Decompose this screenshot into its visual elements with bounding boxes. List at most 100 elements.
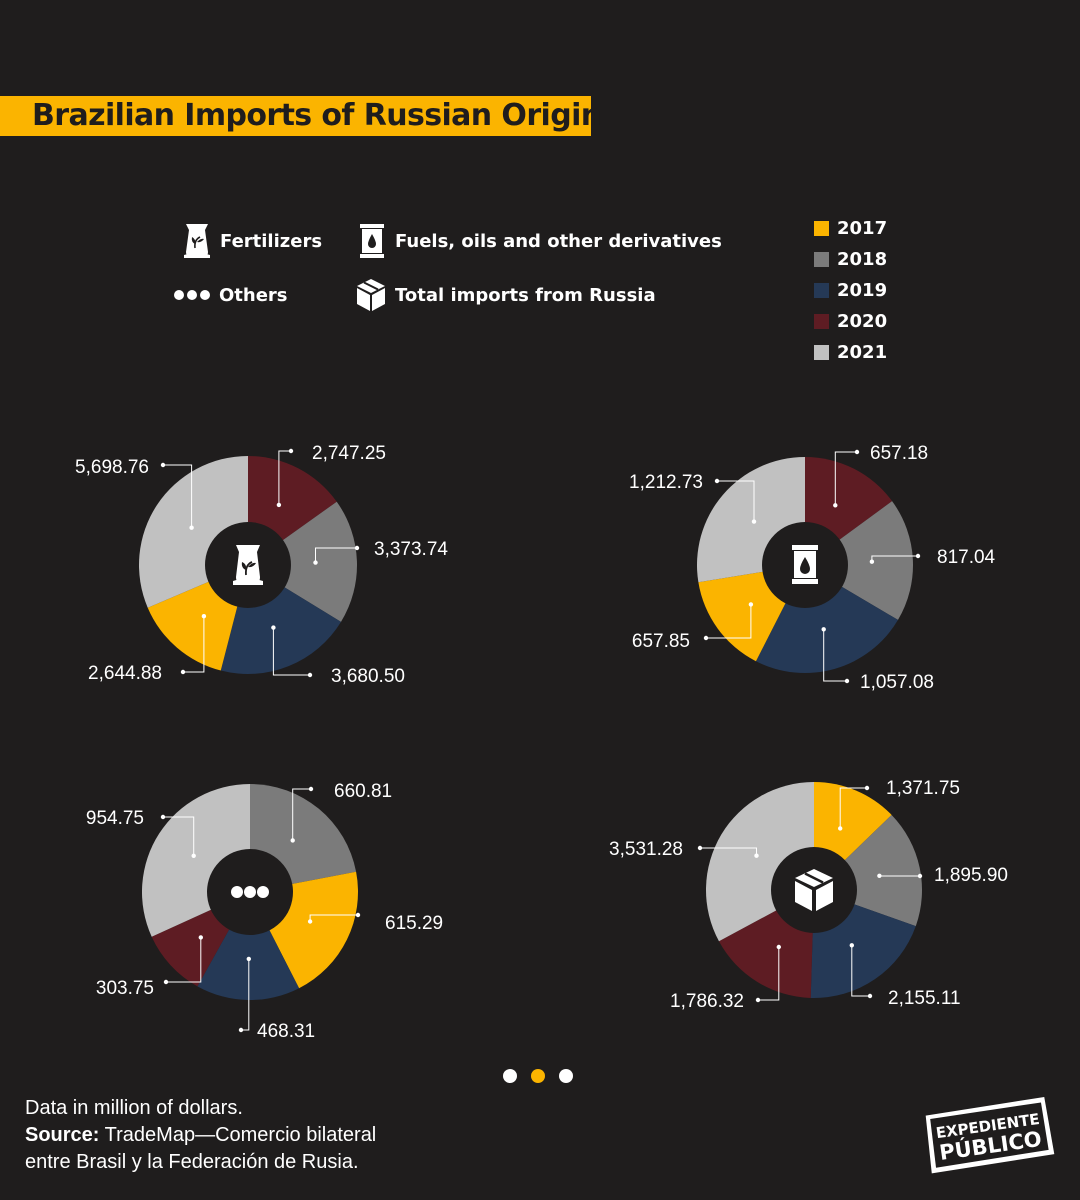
- leader-line-2018: [315, 547, 357, 563]
- source-line-1: TradeMap—Comercio bilateral: [104, 1124, 377, 1146]
- leader-end-dot-2020: [288, 448, 294, 454]
- leader-dot-2017: [201, 614, 207, 619]
- leader-line-2020: [166, 937, 202, 983]
- donut-chart-2: 657.18 817.04 1,057.08 657.85 1,212.73: [629, 443, 996, 693]
- leader-end-dot-2021: [714, 478, 720, 484]
- legend-swatch-2018: [814, 252, 829, 267]
- data-label-2017: 2,644.88: [88, 663, 162, 684]
- leader-dot-2019: [849, 943, 854, 948]
- leader-line-2019: [241, 958, 250, 1031]
- leader-end-dot-2018: [354, 545, 360, 551]
- data-label-2018: 1,895.90: [934, 865, 1008, 886]
- leader-dot-2017: [748, 602, 754, 607]
- leader-end-dot-2017: [864, 785, 870, 791]
- leader-dot-2021: [751, 519, 757, 524]
- leader-dot-2019: [246, 956, 251, 962]
- leader-end-dot-2020: [755, 997, 761, 1003]
- legend-year-label-2021: 2021: [837, 342, 888, 363]
- data-label-2019: 468.31: [257, 1021, 315, 1042]
- dots-icon: [174, 290, 210, 300]
- data-label-2021: 954.75: [86, 808, 144, 829]
- data-label-2021: 1,212.73: [629, 472, 703, 493]
- leader-line-2021: [163, 816, 195, 856]
- leader-dot-2020: [776, 944, 781, 950]
- legend-label-others: Others: [219, 284, 288, 306]
- leader-end-dot-2019: [844, 678, 850, 684]
- slice-2018: [805, 501, 913, 620]
- legend-item-others: Others: [173, 283, 288, 307]
- leader-end-dot-2017: [355, 912, 361, 918]
- leader-end-dot-2020: [854, 449, 860, 455]
- leader-line-2017: [706, 604, 752, 639]
- data-label-2020: 657.18: [870, 443, 928, 464]
- source-label: Source:: [25, 1124, 100, 1146]
- pagination-dot-1[interactable]: [503, 1069, 517, 1083]
- leader-end-dot-2021: [160, 814, 166, 820]
- legend-label-fertilizers: Fertilizers: [220, 230, 323, 252]
- expediente-publico-logo: EXPEDIENTE PÚBLICO: [925, 1096, 1055, 1174]
- legend-item-fuels: Fuels, oils and other derivatives: [357, 222, 722, 260]
- data-label-2019: 1,057.08: [860, 672, 934, 693]
- leader-dot-2020: [198, 935, 203, 940]
- footer-source: Source: TradeMap—Comercio bilateral: [25, 1122, 376, 1149]
- leader-dot-2021: [189, 525, 194, 530]
- legend-item-total: Total imports from Russia: [355, 277, 656, 313]
- leader-dot-2018: [290, 838, 295, 843]
- leader-line-2021: [700, 847, 757, 856]
- donut-chart-1: 2,747.25 3,373.74 3,680.50 2,644.88 5,698.76: [75, 443, 448, 687]
- data-label-2020: 303.75: [96, 978, 154, 999]
- legend-year-2021: 2021: [814, 342, 887, 363]
- donut-chart-3: 660.81 615.29 468.31 303.75 954.75: [86, 781, 443, 1042]
- legend-label-total: Total imports from Russia: [395, 284, 656, 306]
- leader-line-2019: [823, 629, 847, 682]
- pagination: [503, 1069, 573, 1083]
- leader-dot-2020: [276, 502, 282, 508]
- leader-line-2017: [839, 787, 867, 829]
- legend-year-2018: 2018: [814, 249, 887, 270]
- legend-swatch-2021: [814, 345, 829, 360]
- leader-dot-2019: [271, 625, 276, 630]
- leader-line-2018: [292, 788, 311, 841]
- fertilizer-bag-icon: [233, 545, 263, 585]
- leader-end-dot-2021: [697, 845, 703, 851]
- page-title: Brazilian Imports of Russian Origin: [32, 98, 602, 133]
- data-label-2017: 615.29: [385, 913, 443, 934]
- leader-dot-2021: [191, 853, 196, 858]
- leader-dot-2018: [869, 559, 875, 564]
- legend-swatch-2017: [814, 221, 829, 236]
- slice-2019: [197, 892, 300, 1000]
- leader-dot-2017: [838, 826, 843, 831]
- legend-swatch-2019: [814, 283, 829, 298]
- slice-2018: [248, 501, 358, 622]
- pagination-dot-2[interactable]: [531, 1069, 545, 1083]
- pagination-dot-3[interactable]: [559, 1069, 573, 1083]
- data-label-2019: 2,155.11: [888, 988, 961, 1009]
- leader-line-2020: [278, 450, 291, 505]
- leader-end-dot-2021: [160, 462, 166, 468]
- oil-barrel-icon: [792, 545, 818, 584]
- data-label-2017: 657.85: [632, 631, 690, 652]
- footer: Data in million of dollars. Source: Trad…: [25, 1095, 376, 1176]
- leader-line-2019: [851, 945, 870, 997]
- data-label-2020: 1,786.32: [670, 991, 744, 1012]
- data-label-2019: 3,680.50: [331, 666, 405, 687]
- leader-line-2017: [183, 616, 205, 673]
- legend-item-fertilizers: Fertilizers: [182, 222, 322, 260]
- leader-dot-2021: [754, 853, 759, 858]
- data-label-2018: 3,373.74: [374, 539, 448, 560]
- legend-year-2017: 2017: [814, 218, 887, 239]
- fertilizer-bag-icon: [184, 224, 210, 258]
- leader-line-2021: [163, 464, 193, 528]
- source-line-2: entre Brasil y la Federación de Rusia.: [25, 1151, 359, 1173]
- box-icon: [357, 279, 385, 311]
- leader-dot-2018: [877, 873, 882, 878]
- dots-icon: [231, 886, 269, 898]
- data-label-2020: 2,747.25: [312, 443, 386, 464]
- leader-dot-2019: [821, 627, 826, 632]
- leader-dot-2017: [307, 919, 313, 924]
- data-label-2021: 3,531.28: [609, 839, 683, 860]
- leader-end-dot-2020: [163, 979, 169, 985]
- data-label-2017: 1,371.75: [886, 778, 960, 799]
- donut-hole: [771, 847, 857, 933]
